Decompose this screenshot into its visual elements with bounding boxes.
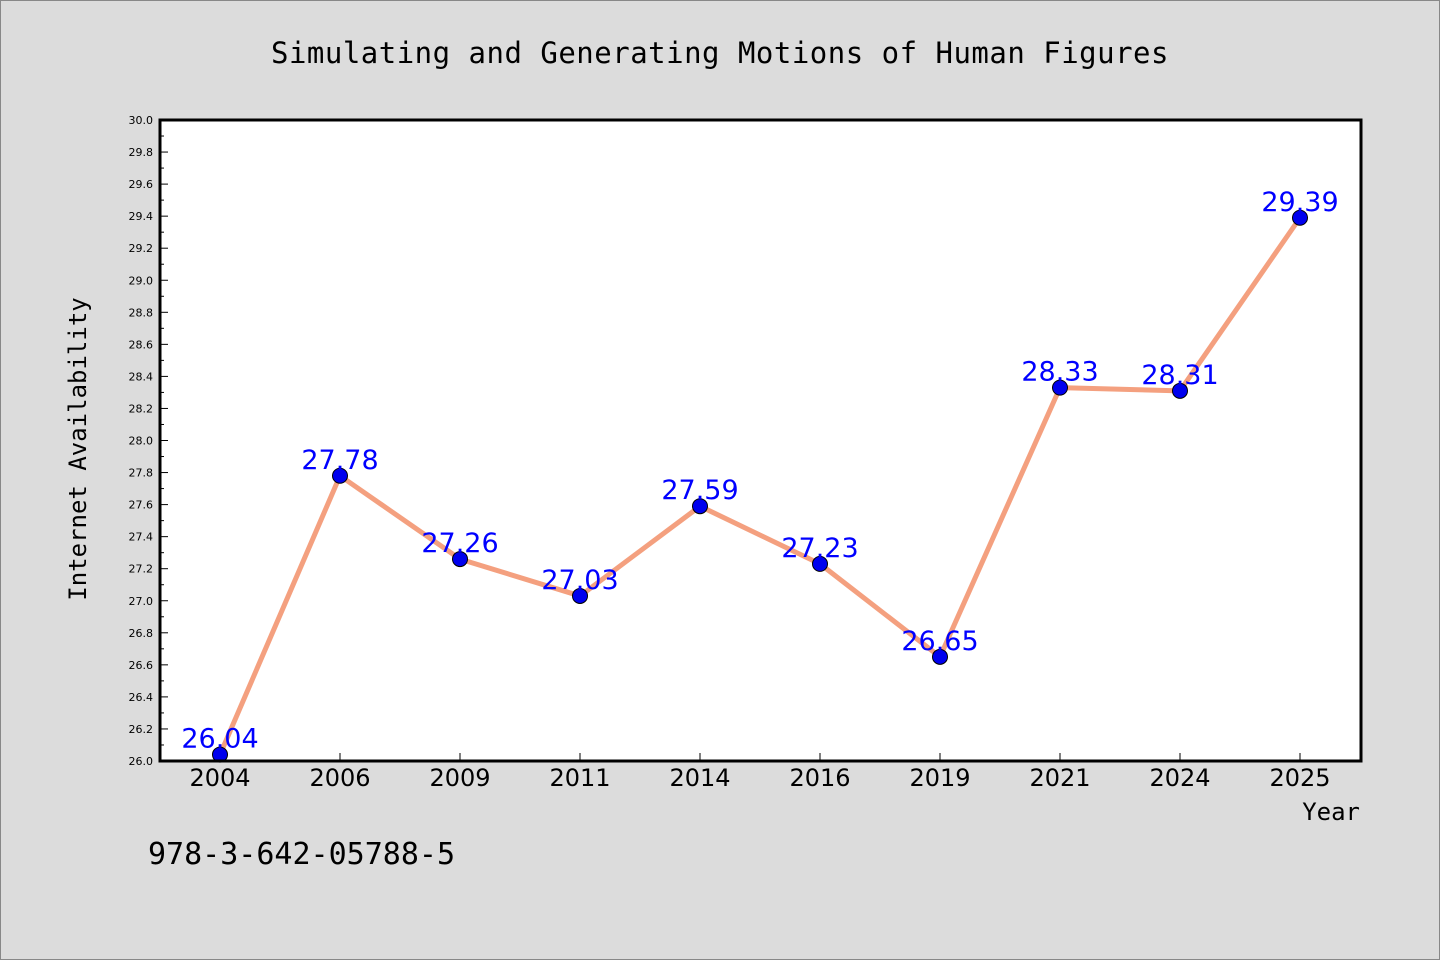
data-point [1052,379,1068,396]
x-tick-label: 2009 [429,764,490,792]
y-tick-label: 27.8 [129,467,154,480]
data-point [1292,209,1308,226]
y-tick-label: 29.2 [129,242,154,255]
data-point [812,555,828,572]
chart-title: Simulating and Generating Motions of Hum… [271,36,1169,70]
data-labels-layer: 26.04 27.78 27.26 27.03 27.59 27.23 26.65 28.33… [181,187,1338,755]
data-label: 27.03 [541,565,618,596]
data-point [692,498,708,515]
y-tick-label: 27.4 [129,531,154,544]
x-tick-label: 2006 [309,764,370,792]
y-tick-label: 28.2 [129,402,154,415]
data-label: 27.26 [421,528,498,559]
plot-area [160,120,1361,761]
y-tick-label: 26.4 [129,691,154,704]
y-tick-label: 28.8 [129,306,154,319]
data-point [1172,382,1188,399]
isbn-text: 978-3-642-05788-5 [148,837,455,872]
y-tick-label: 26.0 [129,755,154,768]
x-tick-label: 2025 [1269,764,1330,792]
y-tick-label: 30.0 [129,114,154,127]
y-tick-label: 26.2 [129,723,154,736]
y-tick-label: 29.0 [129,274,154,287]
y-tick-label: 27.6 [129,499,154,512]
x-tick-label: 2014 [669,764,730,792]
data-label: 27.59 [661,475,738,506]
x-tick-label: 2016 [789,764,850,792]
x-axis-label: Year [1302,798,1360,826]
y-tick-label: 27.0 [129,595,154,608]
data-label: 26.04 [181,724,258,755]
series-line [217,215,1303,758]
data-point [332,467,348,484]
plot-frame [158,118,1363,763]
x-tick-label: 2004 [189,764,250,792]
x-tick-label: 2021 [1029,764,1090,792]
data-label: 28.33 [1021,357,1098,388]
y-tick-label: 28.6 [129,338,154,351]
data-point [932,648,948,665]
y-tick-label: 28.0 [129,435,154,448]
x-tick-label: 2024 [1149,764,1210,792]
x-axis-ticks: 2004 2006 2009 2011 2014 2016 2019 2021 2024 2025 [189,753,1331,792]
y-tick-label: 29.8 [129,146,154,159]
x-tick-label: 2019 [909,764,970,792]
y-tick-label: 29.6 [129,178,154,191]
data-label: 29.39 [1261,187,1338,218]
y-tick-label: 28.4 [129,370,154,383]
data-label: 26.65 [901,626,978,657]
x-tick-label: 2011 [549,764,610,792]
data-label: 27.78 [301,445,378,476]
y-tick-label: 29.4 [129,210,154,223]
y-tick-label: 27.2 [129,563,154,576]
data-label: 27.23 [781,533,858,564]
y-tick-label: 26.8 [129,627,154,640]
data-point [452,551,468,568]
y-tick-label: 26.6 [129,659,154,672]
data-point [572,587,588,604]
series-layer [212,209,1308,763]
y-axis-label: Internet Availability [64,297,92,600]
data-label: 28.31 [1141,360,1218,391]
